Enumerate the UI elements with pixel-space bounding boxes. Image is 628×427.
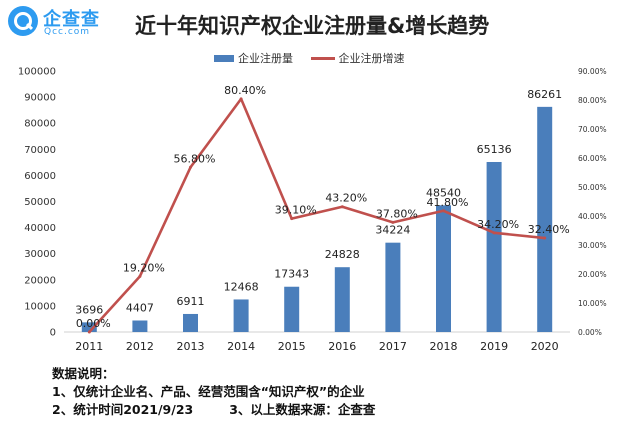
notes-line-2a: 2、统计时间2021/9/23 [52, 402, 194, 417]
growth-data-label: 19.20% [123, 261, 165, 274]
x-tick-label: 2014 [227, 340, 255, 353]
y-left-tick-label: 70000 [24, 145, 56, 156]
qcc-logo: 企查查 Qcc.com [8, 6, 128, 40]
growth-data-label: 43.20% [325, 192, 367, 205]
y-left-tick-label: 80000 [24, 119, 56, 130]
growth-point [492, 231, 496, 235]
y-left-tick-label: 90000 [24, 93, 56, 104]
growth-point [442, 209, 445, 213]
y-left-tick-label: 0 [50, 328, 56, 339]
growth-data-label: 0.00% [76, 317, 111, 330]
y-right-tick-label: 10.00% [578, 299, 607, 308]
y-right-tick-label: 70.00% [578, 125, 607, 134]
y-right-tick-label: 30.00% [578, 241, 607, 250]
bar [385, 242, 401, 332]
growth-line [88, 97, 545, 333]
growth-data-label: 34.20% [477, 218, 519, 231]
logo-text-en: Qcc.com [44, 27, 91, 37]
growth-point [189, 165, 192, 169]
bar-data-label: 4407 [126, 301, 154, 314]
growth-point [138, 274, 142, 278]
bar-data-label: 24828 [325, 248, 360, 261]
bar-data-label: 3696 [75, 303, 103, 316]
y-right-tick-label: 20.00% [578, 270, 607, 279]
y-left-tick-label: 20000 [24, 275, 56, 286]
y-right-tick-label: 0.00% [578, 328, 602, 337]
growth-data-label: 32.40% [528, 223, 570, 236]
bar-data-label: 6911 [177, 295, 205, 308]
y-left-tick-label: 10000 [24, 301, 56, 312]
y-right-tick-label: 90.00% [578, 67, 607, 76]
y-right-tick-label: 80.00% [578, 96, 607, 105]
legend-item-line: 企业注册增速 [310, 50, 405, 66]
x-tick-label: 2011 [75, 340, 103, 353]
growth-point [391, 220, 395, 224]
growth-point [543, 236, 547, 240]
growth-point [239, 97, 243, 101]
header: 企查查 Qcc.com 近十年知识产权企业注册量&增长趋势 [0, 0, 628, 44]
legend-swatch-bar [214, 54, 234, 62]
magnifier-icon [8, 6, 38, 36]
x-tick-label: 2016 [328, 340, 356, 353]
bar-data-label: 65136 [477, 143, 512, 156]
x-tick-label: 2012 [126, 340, 154, 353]
legend-item-bar: 企业注册量 [214, 50, 293, 66]
bar-data-label: 48540 [426, 186, 461, 199]
chart-title: 近十年知识产权企业注册量&增长趋势 [135, 14, 490, 38]
growth-data-label: 56.80% [174, 152, 216, 165]
growth-data-label: 39.10% [275, 204, 317, 217]
bar [436, 205, 451, 332]
y-right-tick-label: 60.00% [578, 154, 607, 163]
y-left-tick-label: 100000 [18, 67, 56, 78]
notes-line-2: 2、统计时间2021/9/23 3、以上数据来源：企查查 [52, 401, 375, 419]
x-tick-label: 2013 [177, 340, 205, 353]
growth-point [340, 205, 344, 209]
growth-point [290, 217, 294, 221]
notes-line-2b: 3、以上数据来源：企查查 [229, 402, 376, 417]
x-tick-label: 2015 [278, 340, 306, 353]
bar [334, 267, 350, 332]
bar-data-label: 34224 [375, 224, 410, 237]
x-tick-label: 2020 [531, 340, 559, 353]
growth-point [87, 330, 91, 334]
logo-text-cn: 企查查 [43, 9, 100, 30]
growth-data-label: 41.80% [427, 196, 469, 209]
bar [233, 299, 249, 332]
legend: 企业注册量 企业注册增速 [214, 50, 419, 66]
legend-label-line: 企业注册增速 [338, 52, 405, 65]
bar-data-label: 12468 [224, 280, 259, 293]
x-tick-label: 2019 [480, 340, 508, 353]
bar [486, 161, 502, 332]
notes-line-1: 1、仅统计企业名、产品、经营范围含“知识产权”的企业 [52, 384, 365, 399]
x-tick-label: 2017 [379, 340, 407, 353]
bar [183, 313, 198, 332]
notes-heading: 数据说明： [52, 366, 115, 381]
legend-label-bar: 企业注册量 [238, 52, 293, 65]
bar-data-label: 17343 [274, 268, 309, 281]
bar [132, 320, 148, 332]
bar [537, 106, 553, 332]
y-right-tick-label: 40.00% [578, 212, 607, 221]
bar [284, 286, 300, 332]
x-tick-label: 2018 [430, 340, 458, 353]
y-left-tick-label: 30000 [24, 249, 56, 260]
growth-data-label: 37.80% [376, 207, 418, 220]
bar [81, 322, 97, 332]
y-left-tick-label: 40000 [24, 223, 56, 234]
combo-chart: 0 10000 20000 30000 40000 50000 60000 70000 8000… [18, 67, 607, 354]
bar-data-label: 86261 [527, 88, 562, 101]
growth-data-label: 80.40% [224, 84, 266, 97]
y-left-tick-label: 60000 [24, 171, 56, 182]
legend-swatch-line [310, 56, 335, 60]
data-notes: 数据说明： 1、仅统计企业名、产品、经营范围含“知识产权”的企业 2、统计时间2… [52, 365, 375, 419]
y-left-tick-label: 50000 [24, 197, 56, 208]
y-right-tick-label: 50.00% [578, 183, 607, 192]
